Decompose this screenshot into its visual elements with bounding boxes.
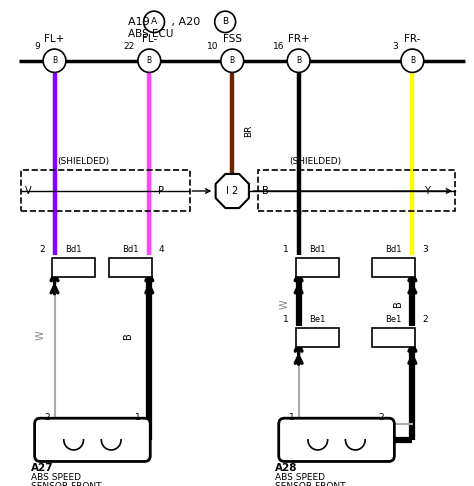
Text: V: V [25, 186, 32, 196]
Text: 9: 9 [35, 42, 40, 51]
Text: (SHIELDED): (SHIELDED) [289, 157, 341, 166]
Text: 16: 16 [273, 42, 284, 51]
Text: 3: 3 [392, 42, 398, 51]
Text: B: B [393, 300, 403, 307]
Text: B: B [222, 17, 228, 26]
FancyBboxPatch shape [296, 258, 339, 277]
Text: ABS SPEED: ABS SPEED [31, 472, 81, 482]
Text: FL-: FL- [142, 34, 157, 44]
Text: Bd1: Bd1 [385, 244, 401, 254]
Text: FL+: FL+ [45, 34, 64, 44]
Text: 1: 1 [283, 244, 289, 254]
Text: B: B [296, 56, 301, 65]
Text: 2: 2 [422, 315, 428, 324]
Text: FR+: FR+ [288, 34, 310, 44]
FancyBboxPatch shape [296, 328, 339, 347]
Text: 2: 2 [45, 413, 50, 421]
Text: 22: 22 [124, 42, 135, 51]
Text: Y: Y [424, 186, 429, 196]
Bar [258, 170, 455, 211]
Text: 3: 3 [422, 244, 428, 254]
Text: B: B [147, 56, 152, 65]
Text: SENSOR FRONT: SENSOR FRONT [31, 482, 101, 486]
Text: W: W [35, 330, 46, 340]
Text: 4: 4 [159, 244, 164, 254]
Text: Be1: Be1 [385, 315, 401, 324]
FancyBboxPatch shape [279, 418, 394, 462]
Text: 2: 2 [39, 244, 45, 254]
Text: I 2: I 2 [226, 186, 238, 196]
FancyBboxPatch shape [52, 258, 95, 277]
Text: ABS SPEED: ABS SPEED [275, 472, 325, 482]
Text: B: B [410, 56, 415, 65]
Text: FSS: FSS [223, 34, 242, 44]
Text: B: B [123, 332, 133, 339]
Text: P: P [158, 186, 164, 196]
Text: SENSOR FRONT: SENSOR FRONT [275, 482, 346, 486]
Text: 1: 1 [135, 413, 140, 421]
Text: Bd1: Bd1 [310, 244, 326, 254]
Text: Be1: Be1 [310, 315, 326, 324]
Circle shape [43, 49, 66, 72]
Text: Bd1: Bd1 [65, 244, 82, 254]
Text: (SHIELDED): (SHIELDED) [57, 157, 109, 166]
Text: A: A [151, 17, 157, 26]
Polygon shape [216, 174, 249, 208]
Text: B: B [230, 56, 235, 65]
FancyBboxPatch shape [109, 258, 152, 277]
FancyBboxPatch shape [35, 418, 150, 462]
Text: 1: 1 [289, 413, 294, 421]
Circle shape [221, 49, 244, 72]
Text: ABS ECU: ABS ECU [128, 29, 173, 39]
Text: A28: A28 [275, 463, 297, 473]
FancyBboxPatch shape [372, 328, 415, 347]
Bar [21, 170, 190, 211]
Text: A27: A27 [31, 463, 54, 473]
FancyBboxPatch shape [372, 258, 415, 277]
Text: FR-: FR- [404, 34, 420, 44]
Text: 10: 10 [207, 42, 218, 51]
Text: B: B [52, 56, 57, 65]
Text: W: W [279, 299, 290, 309]
Text: A19: A19 [128, 17, 153, 27]
Circle shape [287, 49, 310, 72]
Circle shape [138, 49, 161, 72]
Circle shape [401, 49, 424, 72]
Text: BR: BR [244, 125, 253, 138]
Text: 1: 1 [283, 315, 289, 324]
Text: B: B [262, 186, 269, 196]
Text: , A20: , A20 [168, 17, 204, 27]
Text: Bd1: Bd1 [122, 244, 138, 254]
Text: 2: 2 [379, 413, 384, 421]
